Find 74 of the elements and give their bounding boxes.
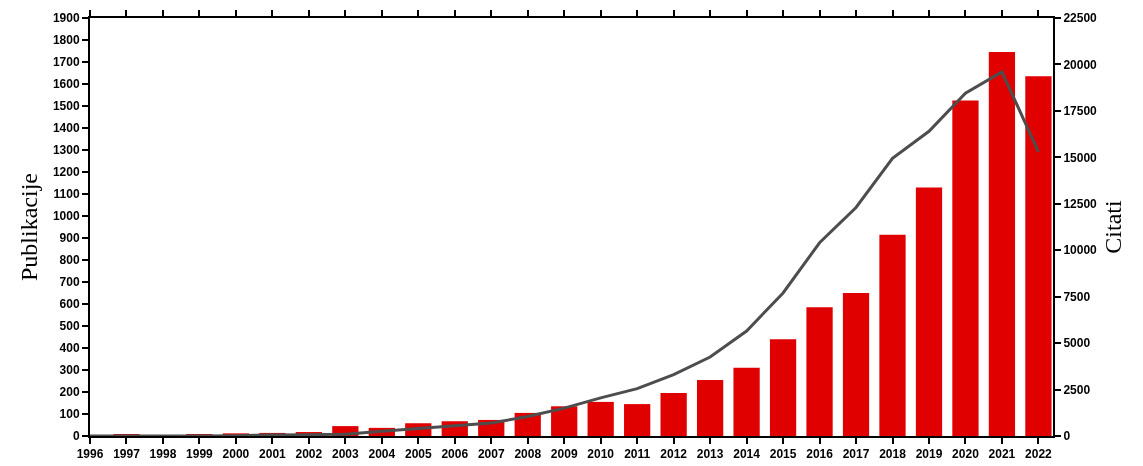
x-tick-label: 2002 <box>295 447 323 462</box>
x-tick-label: 2009 <box>550 447 578 462</box>
bar <box>1025 76 1052 436</box>
x-tick-label: 2004 <box>368 447 396 462</box>
y-axis-title: Publikacije <box>16 173 43 281</box>
y-tick-label: 1900 <box>52 11 80 26</box>
y-tick-label: 700 <box>59 275 80 290</box>
y-tick-label: 1000 <box>52 209 80 224</box>
y2-axis-title: Citati <box>1099 200 1126 254</box>
y-tick-label: 200 <box>59 385 80 400</box>
x-tick-label: 2014 <box>733 447 761 462</box>
x-tick-label: 2021 <box>988 447 1016 462</box>
y-tick-label: 900 <box>59 231 80 246</box>
y-tick-label: 1600 <box>52 77 80 92</box>
x-tick-label: 1997 <box>113 447 141 462</box>
bar <box>915 187 943 436</box>
x-tick-label: 2012 <box>660 447 688 462</box>
x-tick-label: 2017 <box>842 447 870 462</box>
bar <box>624 404 651 436</box>
bar <box>733 367 760 436</box>
bar <box>988 52 1016 436</box>
x-tick-label: 1998 <box>149 447 177 462</box>
bar <box>769 339 797 436</box>
x-tick-label: 1999 <box>186 447 214 462</box>
x-tick-label: 2015 <box>769 447 797 462</box>
x-tick-label: 2005 <box>404 447 432 462</box>
bar <box>696 379 724 436</box>
x-tick-label: 2013 <box>696 447 724 462</box>
x-tick-label: 2003 <box>331 447 360 462</box>
x-tick-label: 1996 <box>76 447 104 462</box>
bar <box>879 234 906 436</box>
y2-tick-label: 20000 <box>1063 57 1098 72</box>
x-tick-label: 2018 <box>879 447 907 462</box>
y-tick-label: 1100 <box>53 187 80 202</box>
y2-tick-label: 22500 <box>1063 11 1098 26</box>
y-tick-label: 0 <box>72 429 80 444</box>
bar <box>587 401 614 436</box>
y-tick-label: 300 <box>59 363 80 378</box>
y2-tick-label: 12500 <box>1063 196 1098 211</box>
x-tick-label: 2008 <box>514 447 542 462</box>
y2-tick-label: 7500 <box>1063 289 1091 304</box>
x-tick-label: 2022 <box>1025 447 1053 462</box>
y2-tick-label: 10000 <box>1063 243 1098 258</box>
y2-tick-label: 17500 <box>1063 104 1098 119</box>
bar <box>806 307 833 436</box>
bar <box>551 406 578 436</box>
bar <box>660 393 687 436</box>
x-tick-label: 2000 <box>222 447 250 462</box>
y-tick-label: 400 <box>59 341 80 356</box>
x-tick-label: 2011 <box>624 447 651 462</box>
x-tick-label: 2010 <box>587 447 615 462</box>
y-tick-label: 1800 <box>52 33 80 48</box>
x-tick-label: 2007 <box>477 447 505 462</box>
y-tick-label: 100 <box>59 407 80 422</box>
x-tick-label: 2016 <box>806 447 834 462</box>
x-tick-label: 2019 <box>915 447 943 462</box>
x-tick-label: 2020 <box>952 447 980 462</box>
bar <box>842 293 870 436</box>
y-tick-label: 1500 <box>52 99 80 114</box>
y2-tick-label: 15000 <box>1063 150 1098 165</box>
y-tick-label: 1700 <box>52 55 80 70</box>
x-tick-label: 2001 <box>259 447 287 462</box>
y-tick-label: 1200 <box>52 165 80 180</box>
y2-tick-label: 0 <box>1063 429 1071 444</box>
y2-tick-label: 2500 <box>1063 382 1091 397</box>
y2-tick-label: 5000 <box>1063 336 1091 351</box>
y-tick-label: 500 <box>59 319 80 334</box>
y-tick-label: 800 <box>59 253 80 268</box>
line-series <box>90 70 1040 436</box>
y-tick-label: 1400 <box>52 121 80 136</box>
y-tick-label: 1300 <box>52 143 80 158</box>
bar <box>952 100 979 436</box>
y-tick-label: 600 <box>59 297 80 312</box>
x-tick-label: 2006 <box>441 447 469 462</box>
